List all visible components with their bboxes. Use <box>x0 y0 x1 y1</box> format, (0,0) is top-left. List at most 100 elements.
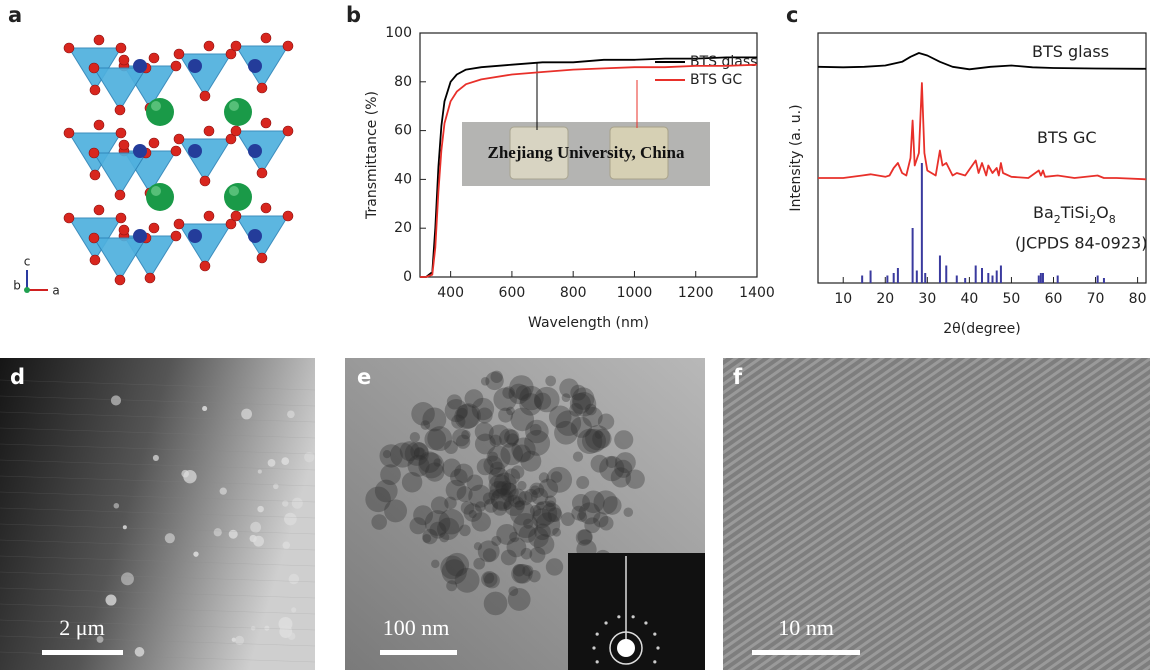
oxygen-atom <box>257 253 267 263</box>
oxygen-atom <box>116 128 126 138</box>
titanium-atom <box>188 59 202 73</box>
panel-label: a <box>8 3 22 27</box>
dendrite <box>414 447 424 457</box>
particle <box>250 522 261 533</box>
scale-label: 2 μm <box>59 615 104 640</box>
barium-atom <box>151 186 161 196</box>
series-label-part: BTS glass <box>1032 42 1109 61</box>
y-tick-label: 20 <box>394 220 412 236</box>
oxygen-atom <box>149 223 159 233</box>
x-tick-label: 800 <box>560 285 587 301</box>
particle <box>253 536 264 547</box>
barium-atom <box>229 186 239 196</box>
spot <box>644 621 647 624</box>
x-tick-label: 600 <box>499 285 526 301</box>
oxygen-atom <box>171 61 181 71</box>
annotation: (JCPDS 84-0923) <box>1015 234 1147 253</box>
oxygen-atom <box>231 126 241 136</box>
oxygen-atom <box>116 213 126 223</box>
oxygen-atom <box>231 41 241 51</box>
oxygen-atom <box>119 140 129 150</box>
tetrahedron <box>179 224 231 266</box>
particle <box>214 528 222 536</box>
oxygen-atom <box>90 85 100 95</box>
dendrite <box>546 467 572 493</box>
particle <box>181 470 189 478</box>
dendrite <box>614 460 632 478</box>
spot <box>632 615 635 618</box>
scale-label: 10 nm <box>778 615 834 640</box>
y-axis-label: Intensity (a. u.) <box>788 104 804 211</box>
oxygen-atom <box>283 211 293 221</box>
oxygen-atom <box>149 138 159 148</box>
oxygen-atom <box>115 190 125 200</box>
oxygen-atom <box>94 205 104 215</box>
dendrite <box>413 505 433 525</box>
dendrite <box>483 572 494 583</box>
axis-indicator: c b a <box>13 255 59 298</box>
dendrite <box>444 440 458 454</box>
spot <box>596 660 599 663</box>
dendrite <box>530 424 542 436</box>
central-spot <box>617 639 635 657</box>
particle <box>268 459 276 467</box>
dendrite <box>379 444 402 467</box>
dendrite <box>499 429 518 448</box>
dendrite <box>599 516 614 531</box>
particle <box>232 638 236 642</box>
axis-name: a <box>52 284 59 298</box>
dendrite <box>459 525 471 537</box>
dendrite <box>424 429 446 451</box>
oxygen-atom <box>204 41 214 51</box>
oxygen-atom <box>115 105 125 115</box>
series-label-part: Ba <box>1033 203 1054 222</box>
dendrite <box>584 517 600 533</box>
dendrite <box>530 505 541 516</box>
dendrite <box>454 404 479 429</box>
dendrite <box>384 499 407 522</box>
particle <box>289 574 299 584</box>
dendrite <box>531 488 548 505</box>
oxygen-atom <box>171 231 181 241</box>
series-label-part: 2 <box>1089 213 1096 226</box>
x-tick-label: 20 <box>876 291 894 307</box>
series-label-part: O <box>1096 203 1109 222</box>
dendrite <box>576 476 589 489</box>
titanium-atom <box>133 59 147 73</box>
dendrite <box>582 429 606 453</box>
oxygen-atom <box>261 203 271 213</box>
oxygen-atom <box>116 43 126 53</box>
y-tick-label: 80 <box>394 74 412 90</box>
panel-label: f <box>733 365 743 389</box>
particle <box>135 647 145 657</box>
dendrite <box>425 463 444 482</box>
figure: Zhejiang University, China 2 μm 100 nm 1… <box>0 0 1150 670</box>
x-tick-label: 1000 <box>617 285 653 301</box>
oxygen-atom <box>90 170 100 180</box>
particle <box>283 542 291 550</box>
series-label: Ba2TiSi2O8 <box>1033 203 1116 226</box>
titanium-atom <box>188 144 202 158</box>
oxygen-atom <box>94 35 104 45</box>
oxygen-atom <box>171 146 181 156</box>
dendrite <box>624 507 634 517</box>
particle <box>291 607 296 612</box>
tetrahedron <box>236 216 288 258</box>
y-tick-label: 60 <box>394 123 412 139</box>
particle <box>111 395 121 405</box>
dendrite <box>577 512 587 522</box>
y-tick-label: 100 <box>385 25 412 41</box>
legend-label: BTS GC <box>690 72 742 88</box>
oxygen-atom <box>89 63 99 73</box>
y-tick-label: 0 <box>403 269 412 285</box>
dendrite <box>455 568 480 593</box>
oxygen-atom <box>231 211 241 221</box>
dendrite <box>614 430 633 449</box>
oxygen-atom <box>174 49 184 59</box>
y-axis-label: Transmittance (%) <box>364 91 380 220</box>
oxygen-atom <box>115 275 125 285</box>
x-tick-label: 40 <box>960 291 978 307</box>
titanium-atom <box>248 59 262 73</box>
oxygen-atom <box>90 255 100 265</box>
particle <box>241 409 252 420</box>
